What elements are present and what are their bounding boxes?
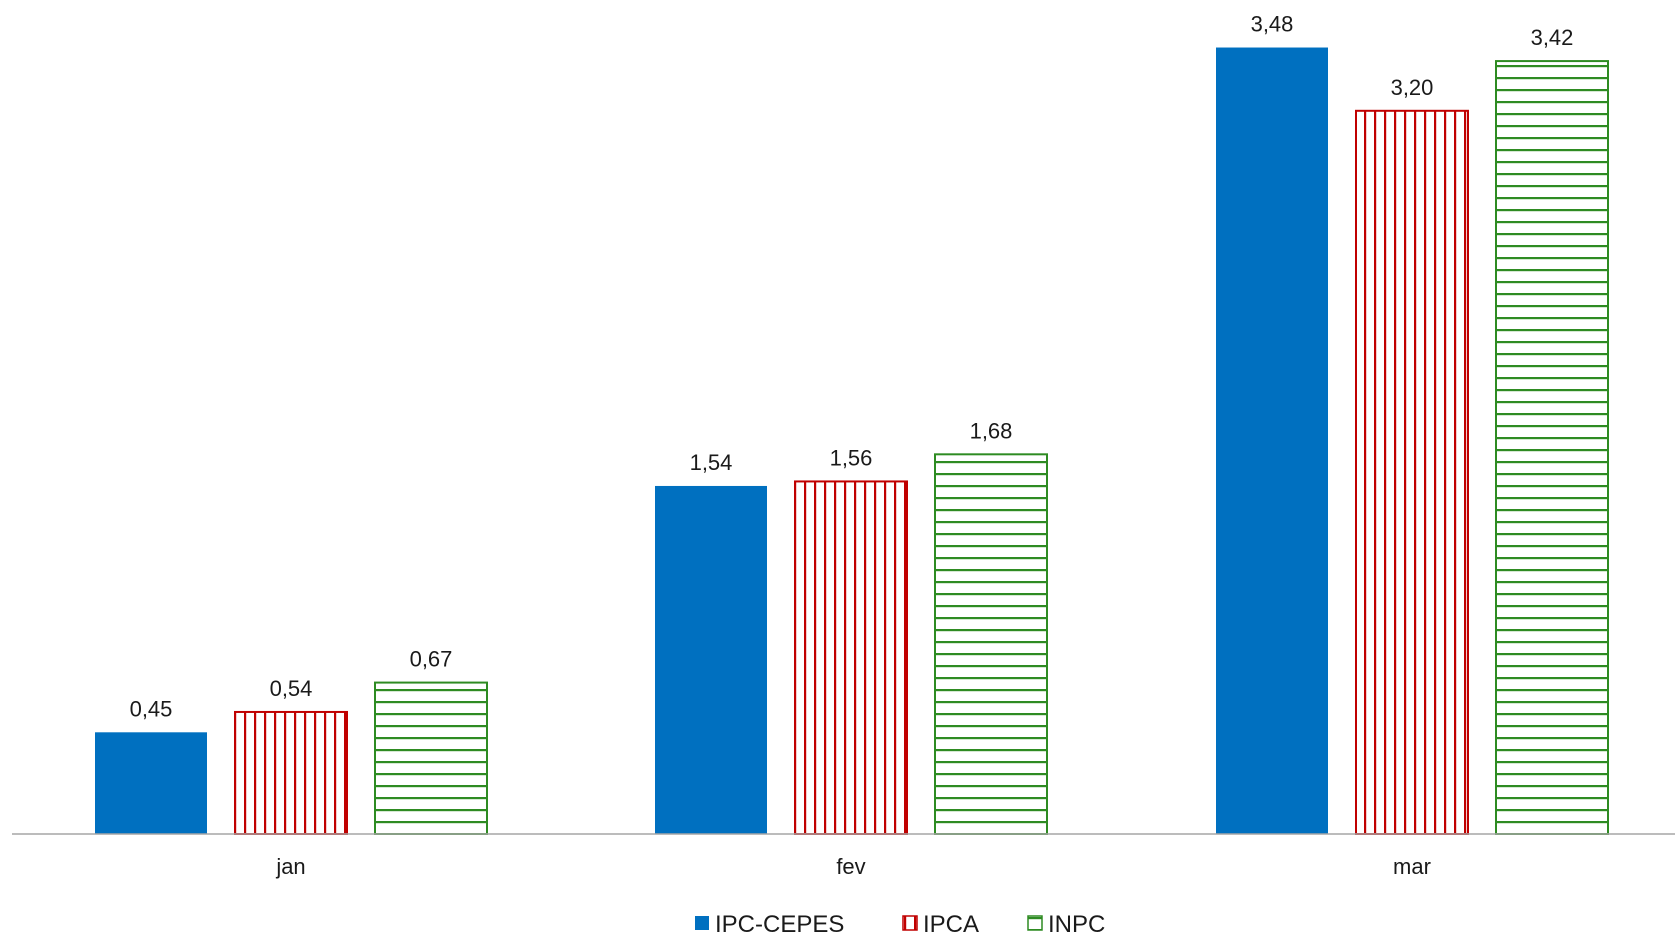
- bars-layer: [95, 47, 1609, 836]
- legend-label-ipc-cepes: IPC-CEPES: [715, 911, 844, 938]
- data-label-ipc-cepes-jan: 0,45: [130, 696, 173, 721]
- data-label-ipca-fev: 1,56: [830, 445, 873, 470]
- legend: IPC-CEPES IPCA INPC: [695, 911, 1105, 938]
- legend-swatch-ipca: [902, 915, 918, 931]
- x-tick-label-jan: jan: [275, 854, 305, 879]
- bar-ipc-cepes-fev: [655, 485, 767, 834]
- legend-swatch-inpc: [1027, 915, 1043, 931]
- data-label-ipca-mar: 3,20: [1391, 75, 1434, 100]
- data-label-ipca-jan: 0,54: [270, 676, 313, 701]
- bar-ipca-mar: [1355, 109, 1469, 836]
- data-label-inpc-jan: 0,67: [410, 647, 453, 672]
- data-label-inpc-mar: 3,42: [1531, 25, 1574, 50]
- data-label-ipc-cepes-fev: 1,54: [690, 450, 733, 475]
- bar-ipca-jan: [234, 710, 348, 836]
- x-tick-label-mar: mar: [1393, 854, 1431, 879]
- legend-swatch-ipc-cepes: [695, 916, 709, 930]
- bar-ipca-fev: [794, 480, 908, 835]
- bar-inpc-mar: [1495, 60, 1609, 835]
- data-label-inpc-fev: 1,68: [970, 418, 1013, 443]
- legend-label-ipca: IPCA: [923, 911, 979, 938]
- data-label-ipc-cepes-mar: 3,48: [1251, 12, 1294, 37]
- legend-label-inpc: INPC: [1048, 911, 1105, 938]
- x-tick-labels: jan fev mar: [275, 854, 1431, 879]
- bar-ipc-cepes-mar: [1216, 47, 1328, 834]
- bar-inpc-fev: [934, 453, 1048, 835]
- data-labels-layer: 0,45 0,54 0,67 1,54 1,56 1,68 3,48 3,20 3,42: [130, 12, 1574, 722]
- x-tick-label-fev: fev: [836, 854, 865, 879]
- bar-ipc-cepes-jan: [95, 732, 207, 834]
- bar-inpc-jan: [374, 681, 488, 836]
